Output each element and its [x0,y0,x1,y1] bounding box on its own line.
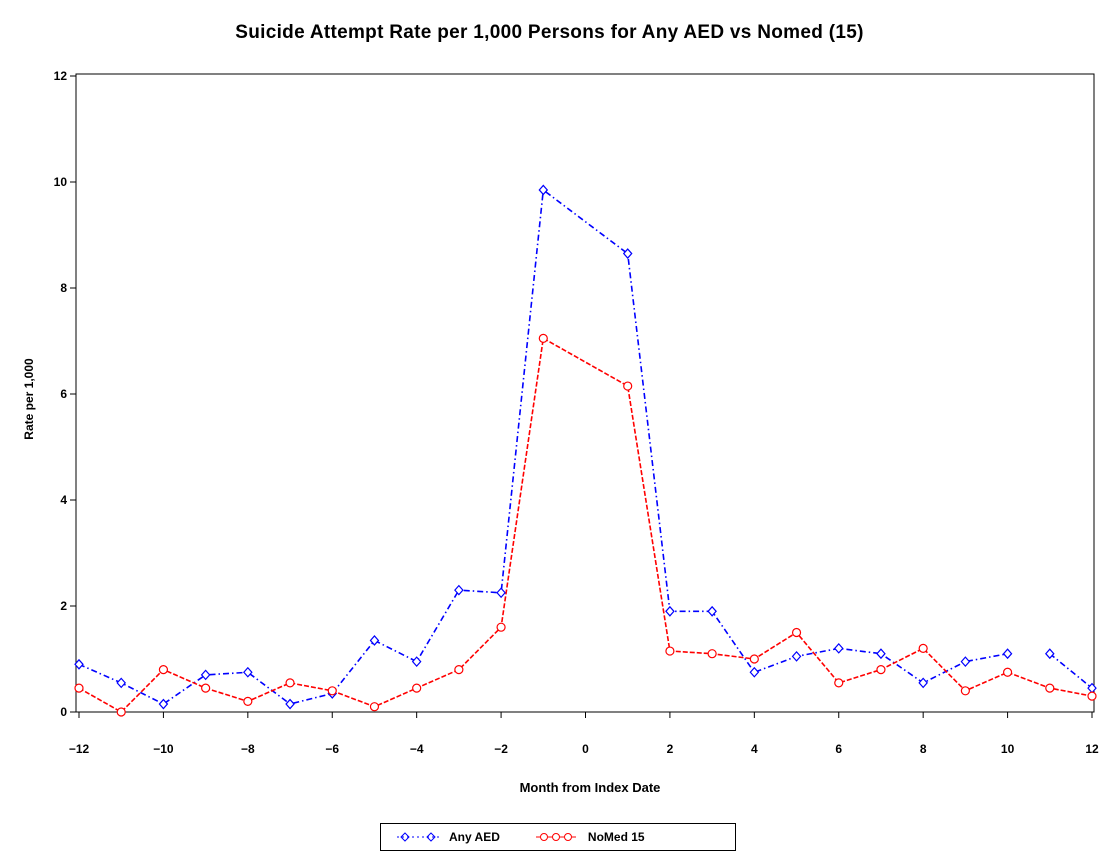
x-tick-label: 8 [920,742,927,756]
data-point-any-aed [918,677,928,689]
x-tick-label: −4 [410,742,424,756]
data-point-any-aed [1002,648,1013,660]
x-axis-label: Month from Index Date [519,780,661,795]
data-point-nomed-15 [834,678,844,688]
data-point-nomed-15 [960,686,970,696]
data-point-any-aed [960,656,971,668]
data-point-any-aed [200,669,211,681]
data-point-any-aed [876,648,886,660]
series-line-nomed-15 [78,337,1093,713]
y-tick-label: 6 [60,387,67,401]
data-point-nomed-15 [665,646,675,656]
data-point-nomed-15 [707,649,717,659]
data-point-nomed-15 [74,683,84,693]
x-tick-label: −6 [325,742,339,756]
x-tick-label: −8 [241,742,255,756]
data-point-any-aed [285,698,295,710]
y-tick-label: 12 [54,69,68,83]
data-point-nomed-15 [1087,691,1097,701]
x-tick-label: 4 [751,742,758,756]
data-point-nomed-15 [538,333,548,343]
data-point-any-aed [243,666,253,678]
data-point-nomed-15 [116,707,126,717]
legend-label-nomed-15: NoMed 15 [587,830,645,844]
series-line-any-aed [78,188,1008,705]
y-tick-label: 4 [60,493,67,507]
data-point-nomed-15 [876,664,886,675]
x-tick-label: −10 [153,742,174,756]
data-point-any-aed [74,658,84,670]
y-tick-label: 0 [60,705,67,719]
x-tick-label: 12 [1085,742,1099,756]
data-point-any-aed [454,584,464,596]
data-point-any-aed [369,635,380,646]
x-tick-label: −12 [69,742,90,756]
x-tick-label: −2 [494,742,508,756]
data-point-any-aed [791,650,802,662]
data-point-any-aed [749,666,760,678]
data-point-any-aed [707,605,717,617]
data-point-nomed-15 [918,643,928,654]
legend-label-any-aed: Any AED [449,830,500,844]
x-tick-label: 6 [835,742,842,756]
x-tick-label: 2 [667,742,674,756]
data-point-any-aed [116,677,127,689]
legend-item-any-aed: Any AED [395,830,500,844]
plot-frame [75,73,1095,713]
data-point-nomed-15 [412,683,422,693]
data-point-any-aed [411,656,422,668]
legend-swatch-any-aed [397,832,439,842]
y-tick-label: 8 [60,281,67,295]
data-point-nomed-15 [369,702,380,712]
data-point-nomed-15 [158,664,169,675]
y-tick-label: 2 [60,599,67,613]
chart-title: Suicide Attempt Rate per 1,000 Persons f… [235,22,864,43]
data-point-any-aed [158,698,169,710]
data-point-nomed-15 [791,627,802,638]
data-point-nomed-15 [749,654,759,664]
data-point-any-aed [665,605,675,617]
data-point-any-aed [538,184,549,196]
data-point-any-aed [1044,648,1055,660]
series-line-any-aed [1049,653,1093,689]
data-point-nomed-15 [454,664,464,675]
data-point-nomed-15 [285,678,295,688]
data-point-nomed-15 [327,686,337,696]
x-tick-label: 0 [582,742,589,756]
data-point-nomed-15 [623,381,633,391]
data-point-nomed-15 [1045,683,1055,693]
data-point-any-aed [496,587,506,599]
data-point-any-aed [622,248,633,259]
y-axis-label: Rate per 1,000 [22,358,36,440]
data-point-any-aed [833,642,844,654]
legend-item-nomed-15: NoMed 15 [534,830,645,844]
legend: Any AED NoMed 15 [380,823,736,851]
data-point-nomed-15 [243,696,253,707]
legend-swatch-nomed-15 [535,833,578,841]
y-tick-label: 10 [54,175,68,189]
data-point-nomed-15 [496,622,506,632]
x-tick-label: 10 [1001,742,1015,756]
data-point-nomed-15 [201,683,211,693]
data-point-nomed-15 [1002,667,1013,677]
